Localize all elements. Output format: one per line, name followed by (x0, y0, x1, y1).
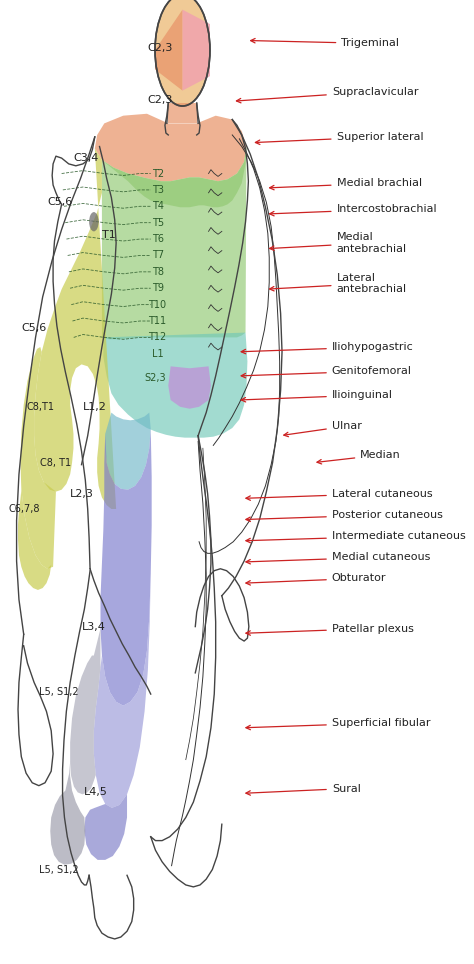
Text: C3,4: C3,4 (73, 153, 99, 163)
Text: Posterior cutaneous: Posterior cutaneous (246, 510, 443, 522)
Text: T12: T12 (148, 333, 166, 342)
Text: L1,2: L1,2 (83, 402, 107, 412)
Text: Supraclavicular: Supraclavicular (237, 87, 418, 103)
Polygon shape (20, 347, 56, 569)
Polygon shape (155, 10, 182, 91)
Polygon shape (168, 103, 197, 123)
Text: L5, S1,2: L5, S1,2 (39, 687, 79, 697)
Polygon shape (100, 429, 152, 706)
Text: Obturator: Obturator (246, 574, 386, 585)
Polygon shape (18, 490, 51, 590)
Polygon shape (105, 413, 151, 490)
Polygon shape (168, 366, 211, 409)
Text: L5, S1,2: L5, S1,2 (39, 865, 79, 874)
Text: Lateral
antebrachial: Lateral antebrachial (270, 273, 407, 294)
Text: T7: T7 (152, 251, 164, 260)
Text: T8: T8 (152, 267, 164, 277)
Polygon shape (103, 333, 247, 438)
Text: Medial brachial: Medial brachial (270, 178, 422, 190)
Polygon shape (84, 794, 127, 860)
Text: T9: T9 (152, 283, 164, 293)
Polygon shape (102, 147, 246, 339)
Circle shape (89, 212, 99, 231)
Text: C8, T1: C8, T1 (40, 458, 72, 468)
Text: Superior lateral: Superior lateral (255, 132, 423, 145)
Text: Trigeminal: Trigeminal (251, 39, 399, 48)
Text: S2,3: S2,3 (145, 373, 166, 383)
Text: L4,5: L4,5 (83, 788, 107, 797)
Text: Ulnar: Ulnar (284, 421, 362, 437)
Text: C2,3: C2,3 (147, 43, 173, 53)
Text: C6,7,8: C6,7,8 (9, 504, 40, 514)
Text: Intermediate cutaneous: Intermediate cutaneous (246, 531, 465, 543)
Polygon shape (95, 114, 246, 181)
Text: T1: T1 (102, 230, 116, 240)
Text: Lateral cutaneous: Lateral cutaneous (246, 489, 432, 500)
Polygon shape (70, 629, 100, 794)
Text: L2,3: L2,3 (70, 489, 94, 498)
Polygon shape (50, 762, 85, 865)
Text: C5,6: C5,6 (21, 323, 46, 333)
Text: Median: Median (317, 450, 401, 464)
Polygon shape (34, 148, 116, 509)
Text: Genitofemoral: Genitofemoral (241, 366, 412, 378)
Text: Medial cutaneous: Medial cutaneous (246, 552, 430, 564)
Text: Medial
antebrachial: Medial antebrachial (270, 232, 407, 254)
Polygon shape (94, 574, 151, 808)
Text: T4: T4 (152, 201, 164, 211)
Text: Ilioinguinal: Ilioinguinal (241, 390, 393, 402)
Text: Iliohypogastric: Iliohypogastric (241, 342, 413, 354)
Polygon shape (102, 147, 246, 207)
Text: C5,6: C5,6 (47, 198, 73, 207)
Text: T11: T11 (148, 316, 166, 326)
Text: C8,T1: C8,T1 (26, 402, 54, 412)
Circle shape (155, 0, 210, 106)
Text: L3,4: L3,4 (82, 622, 106, 631)
Text: Intercostobrachial: Intercostobrachial (270, 204, 437, 216)
Text: Patellar plexus: Patellar plexus (246, 624, 414, 635)
Text: Sural: Sural (246, 784, 361, 795)
Text: T3: T3 (152, 185, 164, 195)
Text: T10: T10 (148, 300, 166, 309)
Text: T6: T6 (152, 234, 164, 244)
Text: Superficial fibular: Superficial fibular (246, 718, 430, 730)
Text: C2,3: C2,3 (147, 95, 173, 105)
Polygon shape (182, 10, 210, 91)
Text: T2: T2 (152, 169, 164, 178)
Text: T5: T5 (152, 218, 164, 228)
Text: L1: L1 (152, 349, 164, 359)
